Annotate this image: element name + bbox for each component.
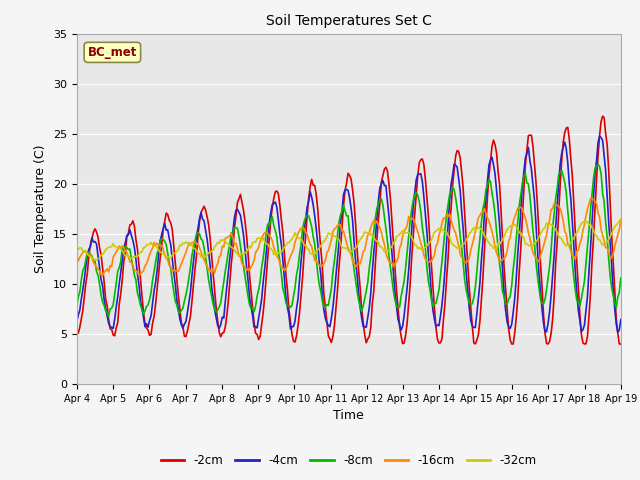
-4cm bbox=[140, 314, 147, 320]
-16cm bbox=[264, 230, 271, 236]
-4cm bbox=[235, 209, 243, 215]
-16cm bbox=[588, 196, 596, 202]
Y-axis label: Soil Temperature (C): Soil Temperature (C) bbox=[35, 144, 47, 273]
-16cm bbox=[141, 263, 149, 269]
-32cm bbox=[312, 248, 320, 254]
-4cm bbox=[596, 133, 604, 139]
-16cm bbox=[73, 260, 81, 266]
-4cm bbox=[262, 250, 270, 256]
-8cm bbox=[594, 161, 602, 167]
-2cm bbox=[599, 113, 607, 119]
-2cm bbox=[73, 328, 81, 334]
Line: -4cm: -4cm bbox=[77, 136, 621, 332]
-4cm bbox=[614, 329, 621, 335]
-8cm bbox=[588, 191, 596, 197]
-8cm bbox=[237, 243, 244, 249]
-2cm bbox=[508, 341, 516, 347]
Text: BC_met: BC_met bbox=[88, 46, 137, 59]
-2cm bbox=[262, 274, 270, 279]
-4cm bbox=[587, 246, 595, 252]
-32cm bbox=[73, 248, 81, 253]
-8cm bbox=[617, 275, 625, 281]
-2cm bbox=[588, 259, 596, 264]
-8cm bbox=[141, 308, 149, 314]
Legend: -2cm, -4cm, -8cm, -16cm, -32cm: -2cm, -4cm, -8cm, -16cm, -32cm bbox=[156, 449, 541, 472]
-4cm bbox=[73, 318, 81, 324]
-16cm bbox=[135, 273, 143, 278]
-16cm bbox=[312, 257, 320, 263]
-2cm bbox=[140, 309, 147, 314]
-4cm bbox=[311, 213, 319, 218]
-32cm bbox=[141, 245, 149, 251]
-8cm bbox=[255, 287, 262, 292]
-16cm bbox=[255, 244, 262, 250]
-8cm bbox=[105, 313, 113, 319]
-8cm bbox=[312, 256, 320, 262]
-2cm bbox=[617, 341, 625, 347]
-2cm bbox=[311, 182, 319, 188]
-16cm bbox=[237, 254, 244, 260]
-4cm bbox=[253, 325, 261, 331]
Line: -16cm: -16cm bbox=[77, 199, 621, 276]
Line: -8cm: -8cm bbox=[77, 164, 621, 316]
-2cm bbox=[253, 331, 261, 337]
-32cm bbox=[91, 257, 99, 263]
-16cm bbox=[589, 196, 597, 202]
-32cm bbox=[237, 252, 244, 257]
X-axis label: Time: Time bbox=[333, 409, 364, 422]
-8cm bbox=[264, 221, 271, 227]
-16cm bbox=[617, 218, 625, 224]
-4cm bbox=[617, 317, 625, 323]
-32cm bbox=[264, 241, 271, 247]
-32cm bbox=[255, 236, 262, 241]
-32cm bbox=[617, 216, 625, 222]
Title: Soil Temperatures Set C: Soil Temperatures Set C bbox=[266, 14, 432, 28]
-8cm bbox=[73, 303, 81, 309]
Line: -2cm: -2cm bbox=[77, 116, 621, 344]
Line: -32cm: -32cm bbox=[77, 219, 621, 260]
-32cm bbox=[588, 225, 596, 230]
-2cm bbox=[235, 196, 243, 202]
